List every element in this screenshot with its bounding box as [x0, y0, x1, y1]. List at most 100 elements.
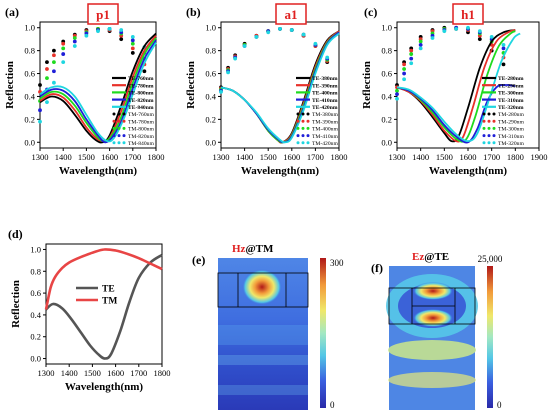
- legend-tm-swatch: [296, 112, 300, 116]
- te-series-line: [39, 35, 157, 143]
- legend-tm-swatch: [122, 126, 126, 130]
- legend-tm-swatch: [487, 134, 491, 138]
- x-tick-label: 1300: [213, 152, 230, 162]
- legend-tm-swatch: [122, 134, 126, 138]
- panel-label: (c): [364, 5, 377, 19]
- legend-tm-swatch: [112, 126, 116, 130]
- tm-data-point: [130, 51, 135, 55]
- series-line-tm: [44, 248, 163, 310]
- legend-tm-swatch: [296, 134, 300, 138]
- structure-badge: [452, 3, 484, 25]
- legend-te-label: TE-320nm: [498, 105, 524, 111]
- tm-data-point: [72, 39, 77, 44]
- legend-tm-swatch: [306, 112, 310, 116]
- panel-f-colorbar-min: 0: [497, 400, 502, 410]
- legend-tm-swatch: [117, 119, 121, 123]
- y-tick-label: 0.6: [24, 69, 35, 79]
- legend-tm-label: TM-410nm: [312, 134, 338, 140]
- legend-te-label: TE-310nm: [498, 98, 524, 104]
- tm-data-point: [402, 77, 406, 82]
- y-tick-label: 0.2: [205, 114, 216, 124]
- legend-tm-swatch: [482, 126, 486, 130]
- x-tick-label: 1800: [148, 152, 165, 162]
- panel-f-colorbar: [487, 266, 493, 408]
- legend-tm-swatch: [306, 119, 310, 123]
- tm-data-point: [72, 36, 77, 40]
- legend-te-label: TE-300nm: [498, 91, 524, 97]
- x-tick-label: 1700: [124, 152, 141, 162]
- legend-tm-swatch: [492, 134, 496, 138]
- tm-data-point: [45, 100, 49, 105]
- y-tick-label: 0.4: [381, 91, 392, 101]
- x-tick-label: 1300: [38, 368, 55, 378]
- structure-badge-label: p1: [96, 7, 110, 22]
- y-tick-label: 0.8: [30, 266, 41, 276]
- tm-data-point: [301, 32, 306, 37]
- y-tick-label: 0.6: [30, 288, 41, 298]
- x-tick-label: 1400: [55, 152, 72, 162]
- tm-data-point: [233, 56, 238, 61]
- legend-tm-swatch: [306, 126, 310, 130]
- legend-tm-swatch: [301, 141, 305, 145]
- panel-label: (a): [5, 5, 19, 19]
- tm-data-point: [454, 26, 459, 31]
- y-axis-label: Reflection: [361, 61, 373, 109]
- y-tick-label: 1.0: [381, 23, 392, 33]
- legend-tm-swatch: [117, 112, 121, 116]
- legend-tm-swatch: [487, 112, 491, 116]
- tm-data-point: [130, 38, 135, 43]
- y-tick-label: 0.0: [381, 137, 392, 147]
- x-tick-label: 1300: [389, 152, 406, 162]
- x-tick-label: 1700: [307, 152, 324, 162]
- x-tick-label: 1900: [531, 152, 548, 162]
- tm-data-point: [489, 34, 494, 39]
- y-tick-label: 0.6: [205, 69, 216, 79]
- x-tick-label: 1400: [61, 368, 78, 378]
- panel-label: (d): [8, 227, 23, 241]
- structure-badge: [87, 3, 119, 25]
- legend-tm-swatch: [296, 141, 300, 145]
- panel-f-title-mode: @TE: [424, 251, 449, 263]
- y-tick-label: 0.6: [381, 69, 392, 79]
- legend-tm-label: TM-320nm: [498, 141, 524, 147]
- legend-te-label: TE-380nm: [312, 76, 338, 82]
- tm-data-point: [313, 41, 318, 46]
- x-axis-label: Wavelength(nm): [65, 381, 144, 393]
- tm-data-point: [501, 62, 506, 67]
- legend-tm-swatch: [482, 141, 486, 145]
- y-axis-label: Reflection: [185, 61, 197, 109]
- legend-tm-swatch: [112, 119, 116, 123]
- x-axis-label: Wavelength(nm): [429, 165, 508, 177]
- legend-tm-label: TM-300nm: [498, 127, 524, 133]
- panel-e-band2: [218, 355, 308, 365]
- legend-te-label: TE-840nm: [128, 105, 154, 111]
- legend-tm-label: TM-400nm: [312, 127, 338, 133]
- x-tick-label: 1600: [283, 152, 300, 162]
- legend-tm-swatch: [112, 141, 116, 145]
- legend-tm-swatch: [492, 112, 496, 116]
- tm-data-point: [142, 69, 147, 74]
- tm-data-point: [52, 60, 56, 64]
- legend-te-label: TE-400nm: [312, 91, 338, 97]
- panel-d-chart: (d) 1300 1400 1500 1600 1700 1800 0.0 0.2 0.4 0.6 0…: [8, 227, 171, 393]
- x-axis-label: Wavelength(nm): [241, 165, 320, 177]
- te-series-line: [396, 32, 521, 142]
- y-tick-label: 0.4: [30, 310, 41, 320]
- y-tick-label: 0.0: [30, 354, 41, 364]
- legend-tm-swatch: [112, 112, 116, 116]
- tm-data-point: [61, 41, 66, 46]
- series-line-te: [45, 253, 163, 360]
- legend-tm-swatch: [296, 119, 300, 123]
- tm-data-point: [442, 29, 447, 34]
- panel-e-structure-outline: [217, 272, 309, 308]
- tm-data-point: [477, 37, 482, 42]
- legend-tm-swatch: [117, 134, 121, 138]
- panel-e-title: Hz@TM: [232, 243, 274, 255]
- y-tick-label: 1.0: [205, 23, 216, 33]
- tm-data-point: [395, 96, 399, 101]
- panel-e-colorbar-min: 0: [330, 400, 335, 410]
- legend-te-label: TE-760nm: [128, 76, 154, 82]
- tm-data-point: [278, 26, 282, 31]
- legend-tm-label: TM-380nm: [312, 112, 338, 118]
- legend-tm-swatch: [482, 112, 486, 116]
